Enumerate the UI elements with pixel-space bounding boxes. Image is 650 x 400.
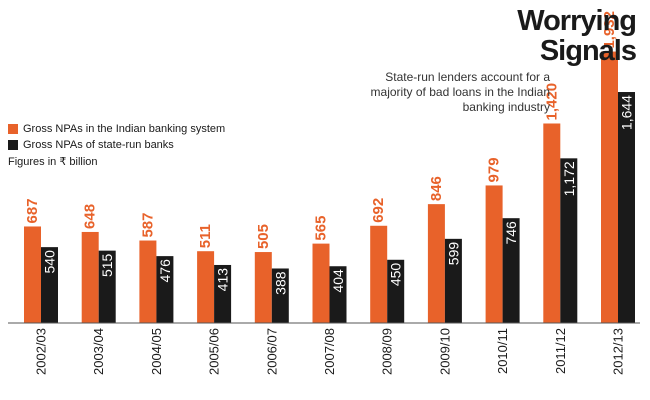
bar-total: [543, 123, 561, 324]
value-label-total: 587: [139, 212, 156, 237]
legend-swatch-black: [8, 140, 18, 150]
bar-state-run: [98, 250, 116, 323]
value-label-state-run: 540: [42, 250, 58, 274]
legend-item-state-run: Gross NPAs of state-run banks: [8, 137, 225, 153]
bar-state-run: [271, 268, 289, 323]
bar-state-run: [387, 259, 405, 323]
x-tick-label: 2010/11: [495, 328, 510, 374]
value-label-state-run: 746: [503, 221, 519, 245]
value-label-total: 687: [24, 198, 41, 223]
bar-total: [312, 243, 330, 323]
title-line-1: Worrying: [517, 5, 637, 37]
bar-state-run: [156, 256, 174, 323]
value-label-state-run: 404: [330, 269, 346, 293]
bar-total: [370, 225, 388, 323]
chart-title: Worrying Signals: [517, 5, 637, 67]
x-tick-label: 2008/09: [380, 328, 395, 375]
value-label-total: 511: [197, 224, 214, 248]
value-label-state-run: 476: [157, 259, 173, 283]
legend: Gross NPAs in the Indian banking system …: [8, 121, 225, 168]
title-line-2: Signals: [539, 35, 637, 67]
value-label-state-run: 450: [388, 263, 404, 287]
x-tick-label: 2012/13: [611, 328, 626, 375]
legend-label-state-run: Gross NPAs of state-run banks: [23, 139, 174, 151]
value-label-state-run: 515: [99, 253, 115, 277]
value-label-state-run: 1,172: [561, 161, 577, 196]
bar-total: [485, 185, 503, 323]
bar-total: [81, 231, 99, 323]
bar-state-run: [560, 158, 578, 323]
x-tick-label: 2006/07: [264, 328, 279, 375]
value-label-state-run: 413: [215, 268, 231, 292]
x-tick-label: 2011/12: [553, 328, 568, 374]
bar-total: [254, 252, 272, 323]
value-label-state-run: 1,644: [619, 95, 635, 130]
x-tick-label: 2009/10: [437, 328, 452, 375]
x-tick-label: 2003/04: [91, 328, 106, 375]
value-label-total: 1,420: [543, 83, 560, 121]
legend-item-total: Gross NPAs in the Indian banking system: [8, 121, 225, 137]
x-tick-labels: 2002/03 2003/04 2004/05 2005/06 2006/07 2007/…: [34, 328, 626, 375]
value-label-total: 979: [486, 157, 503, 182]
x-tick-label: 2004/05: [149, 328, 164, 375]
bars-group: 687 540 648 515 587 476 511 413 505 388 565 404 692 4…: [24, 11, 635, 324]
value-label-total: 1,932: [601, 11, 618, 49]
legend-label-total: Gross NPAs in the Indian banking system: [23, 123, 226, 135]
value-label-total: 692: [370, 198, 387, 223]
value-label-total: 565: [313, 216, 330, 241]
bar-state-run: [214, 264, 232, 323]
chart-subtitle: State-run lenders account for a majority…: [370, 70, 550, 114]
value-label-state-run: 388: [272, 271, 288, 295]
x-tick-label: 2005/06: [207, 328, 222, 375]
bar-state-run: [618, 92, 635, 323]
bar-total: [197, 251, 215, 323]
bar-total: [24, 226, 41, 323]
legend-swatch-orange: [8, 124, 18, 134]
x-tick-label: 2002/03: [34, 328, 49, 375]
bar-total: [139, 240, 157, 323]
bar-state-run: [329, 266, 347, 323]
value-label-state-run: 599: [445, 242, 461, 266]
bar-total: [601, 51, 618, 323]
bar-state-run: [502, 218, 520, 323]
bar-state-run: [444, 238, 462, 323]
bar-total: [427, 204, 445, 323]
value-label-total: 648: [82, 204, 99, 229]
x-tick-label: 2007/08: [322, 328, 337, 375]
unit-note: Figures in ₹ billion: [8, 156, 98, 168]
value-label-total: 505: [255, 224, 272, 249]
value-label-total: 846: [428, 176, 445, 201]
bar-state-run: [41, 247, 58, 323]
